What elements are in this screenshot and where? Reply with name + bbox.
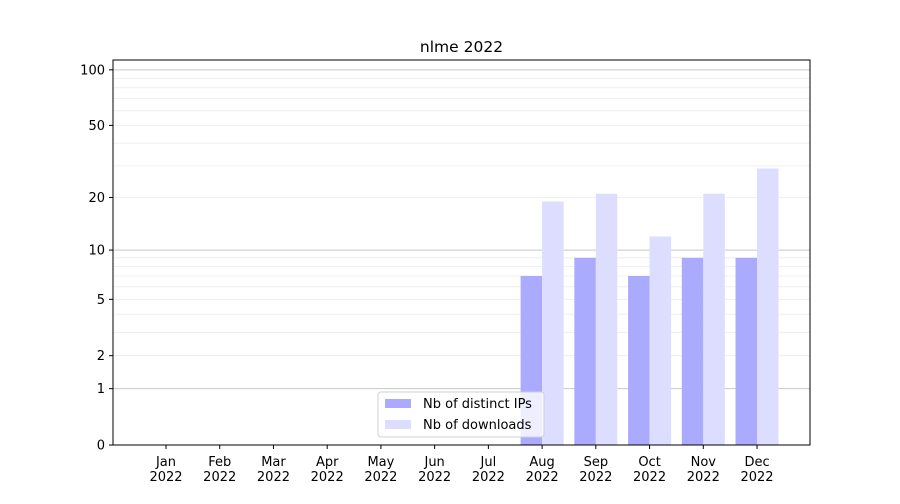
legend-swatch [385, 420, 411, 429]
x-tick-label: Dec 2022 [740, 455, 773, 485]
x-tick-label: Apr 2022 [311, 455, 344, 485]
x-tick-label: Nov 2022 [687, 455, 720, 485]
bar-distinct-ips [735, 257, 758, 445]
y-tick-label: 5 [97, 293, 105, 308]
x-tick-label: Oct 2022 [633, 455, 666, 485]
y-tick-label: 20 [88, 191, 105, 206]
legend-label: Nb of distinct IPs [423, 397, 532, 412]
x-tick-label: Feb 2022 [203, 455, 236, 485]
y-tick-label: 0 [97, 439, 105, 454]
y-tick-label: 50 [88, 119, 105, 134]
legend-swatch [385, 399, 411, 408]
y-tick-label: 2 [97, 349, 105, 364]
bar-downloads [595, 193, 618, 445]
y-tick-label: 100 [80, 63, 105, 78]
bar-downloads [649, 236, 672, 445]
bar-distinct-ips [681, 257, 704, 445]
x-tick-label: Aug 2022 [526, 455, 559, 485]
bar-downloads [542, 201, 564, 445]
axes-frame [112, 59, 811, 446]
bar-distinct-ips [574, 257, 596, 445]
bar-distinct-ips [628, 275, 650, 445]
legend: Nb of distinct IPs Nb of downloads [377, 391, 545, 438]
x-tick-label: Jun 2022 [418, 455, 451, 485]
bar-downloads [703, 193, 725, 445]
chart-title: nlme 2022 [420, 38, 503, 56]
x-tick-label: Jan 2022 [149, 455, 182, 485]
y-tick-label: 1 [97, 382, 105, 397]
x-tick-label: Jul 2022 [472, 455, 505, 485]
legend-box [377, 391, 545, 438]
legend-label: Nb of downloads [423, 418, 532, 433]
y-tick-label: 10 [88, 244, 105, 259]
x-tick-label: May 2022 [364, 455, 397, 485]
x-tick-label: Mar 2022 [257, 455, 290, 485]
x-tick-label: Sep 2022 [579, 455, 612, 485]
bar-downloads [757, 168, 779, 445]
